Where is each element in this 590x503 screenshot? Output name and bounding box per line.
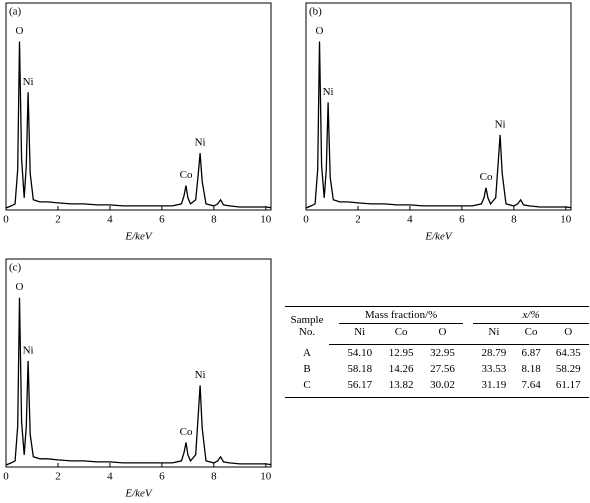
x-tick-label: 4 — [107, 471, 113, 483]
panel-label: (a) — [9, 6, 22, 18]
x-tick-label: 0 — [3, 471, 9, 483]
table-cell: 61.17 — [547, 377, 589, 398]
header-cell: Sample No. — [285, 306, 329, 345]
x-tick-label: 6 — [159, 214, 165, 226]
table-cell: 33.53 — [481, 363, 507, 375]
table-cell: 58.18 — [347, 363, 373, 375]
peak-label: Co — [480, 171, 493, 183]
peak-label: Ni — [195, 137, 206, 149]
column-header: Co — [380, 323, 422, 345]
x-axis-label: E/keV — [424, 231, 453, 243]
spectrum-line — [6, 297, 271, 466]
plot-frame — [5, 258, 272, 468]
plot-frame — [5, 2, 272, 211]
peak-label: Ni — [195, 369, 206, 381]
table-cell: 13.82 — [380, 377, 422, 398]
composition-table: Sample No. Mass fraction/% x/% Ni Co O N… — [285, 306, 589, 398]
x-tick-label: 10 — [560, 214, 572, 226]
spectrum-line — [306, 41, 571, 209]
table-cell: A — [303, 346, 311, 359]
table-cell: 8.18 — [521, 363, 541, 375]
x-tick-label: 6 — [159, 471, 165, 483]
x-axis-label: E/keV — [124, 231, 153, 243]
table-row: C 56.17 13.82 30.02 31.19 7.64 61.17 — [285, 377, 589, 398]
peak-label: Co — [180, 426, 193, 438]
table-cell: 6.87 — [521, 347, 541, 359]
x-tick-label: 0 — [303, 214, 309, 226]
table-cell: 12.95 — [388, 347, 414, 359]
table-cell: 14.26 — [388, 363, 414, 375]
peak-label: O — [316, 25, 324, 37]
column-header: Ni — [339, 323, 381, 345]
x-tick-label: 2 — [55, 214, 61, 226]
peak-label: Co — [180, 169, 193, 181]
group-header: x/% — [473, 306, 589, 324]
table-cell: 31.19 — [473, 377, 515, 398]
x-tick-label: 6 — [459, 214, 465, 226]
peak-label: O — [16, 281, 24, 293]
x-tick-label: 8 — [211, 214, 217, 226]
x-tick-label: 8 — [511, 214, 517, 226]
plot-frame — [305, 2, 572, 211]
x-tick-label: 2 — [355, 214, 361, 226]
x-tick-label: 10 — [260, 471, 272, 483]
panel-label: (c) — [9, 262, 22, 274]
table-cell: 30.02 — [421, 377, 464, 398]
peak-label: Ni — [495, 118, 506, 130]
table-row: B 58.18 14.26 27.56 33.53 8.18 58.29 — [285, 361, 589, 377]
table-cell: 54.10 — [347, 347, 373, 359]
table-cell: 58.29 — [555, 363, 581, 375]
group-header: Mass fraction/% — [339, 306, 464, 324]
x-tick-label: 0 — [3, 214, 9, 226]
x-tick-label: 4 — [107, 214, 113, 226]
table-cell: 56.17 — [339, 377, 381, 398]
peak-label: Ni — [23, 76, 34, 88]
table-cell: B — [303, 363, 311, 375]
peak-label: Ni — [23, 344, 34, 356]
column-header: Co — [514, 323, 548, 345]
table-cell: 32.95 — [430, 347, 455, 359]
table-cell: 64.35 — [555, 347, 581, 359]
peak-label: Ni — [323, 86, 334, 98]
x-tick-label: 4 — [407, 214, 413, 226]
spectrum-line — [6, 41, 271, 209]
column-header: O — [547, 323, 589, 345]
x-tick-label: 8 — [211, 471, 217, 483]
panel-label: (b) — [309, 6, 322, 18]
x-axis-label: E/keV — [124, 488, 153, 500]
table-cell: C — [285, 377, 329, 398]
header-row: Ni Co O Ni Co O — [285, 323, 589, 345]
table-cell: 27.56 — [430, 363, 455, 375]
column-header: Ni — [473, 323, 515, 345]
column-header: O — [421, 323, 464, 345]
table-row: A 54.10 12.95 32.95 28.79 6.87 64.35 — [285, 345, 589, 362]
table-body: A 54.10 12.95 32.95 28.79 6.87 64.35 B 58.18 14.2… — [285, 345, 589, 398]
table-cell: 28.79 — [481, 347, 507, 359]
x-tick-label: 2 — [55, 471, 61, 483]
table-cell: 7.64 — [514, 377, 548, 398]
x-tick-label: 10 — [260, 214, 272, 226]
peak-label: O — [16, 25, 24, 37]
header-row: Sample No. Mass fraction/% x/% — [285, 306, 589, 345]
